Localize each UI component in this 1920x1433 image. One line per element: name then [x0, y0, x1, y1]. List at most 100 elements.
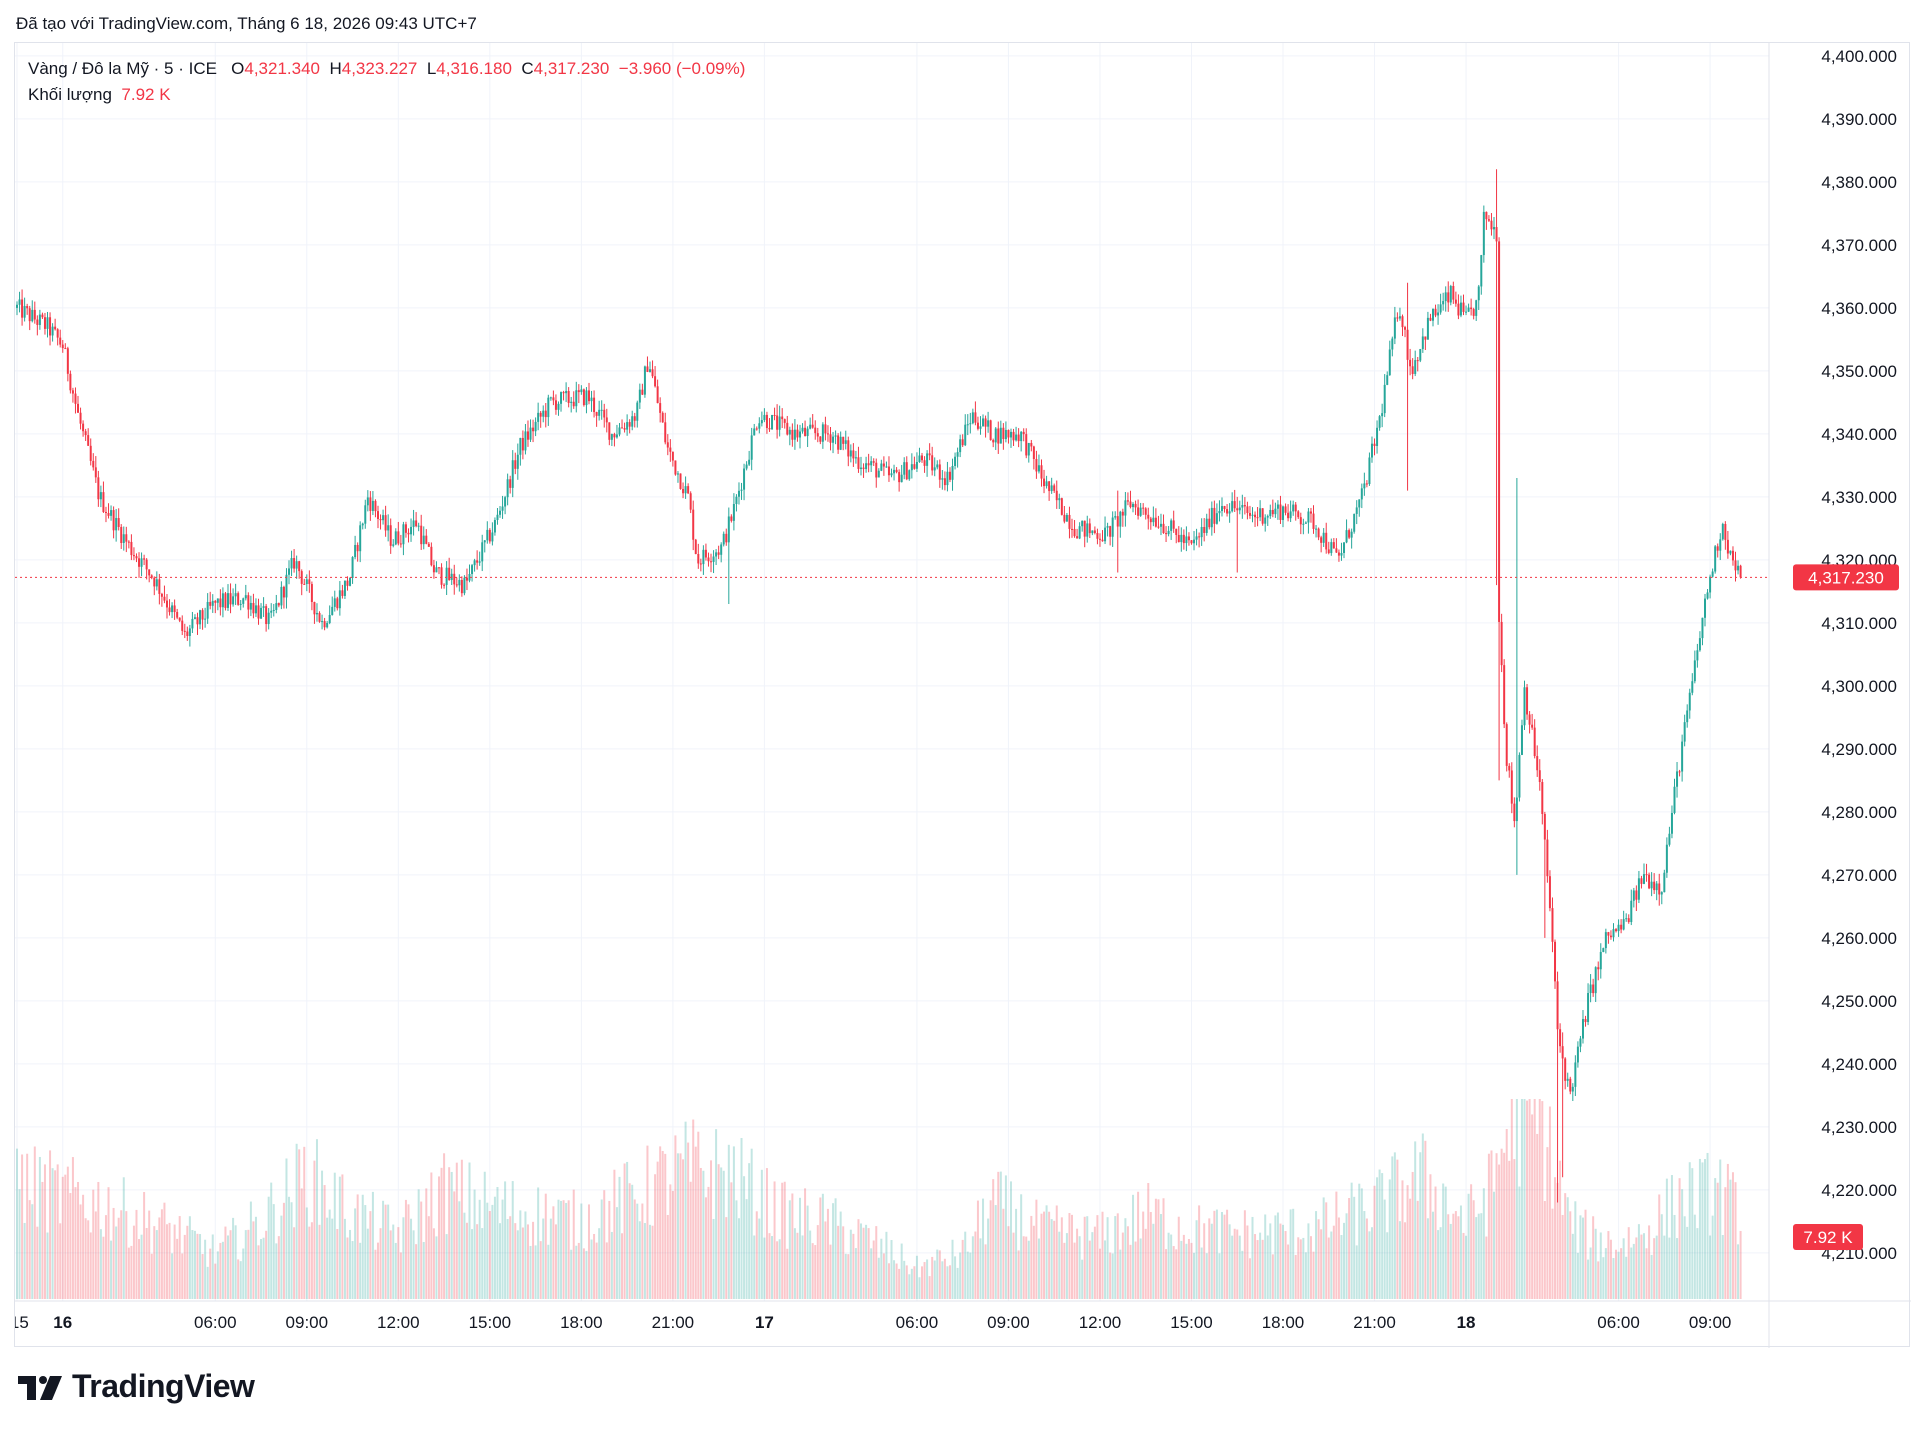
volume-bar: [1726, 1163, 1729, 1299]
volume-bar: [1396, 1159, 1399, 1299]
candle-body: [1376, 427, 1379, 447]
candle-body: [412, 520, 415, 527]
candle-body: [1185, 536, 1188, 544]
volume-bar: [702, 1170, 705, 1299]
volume-bar: [1393, 1152, 1396, 1299]
candle-body: [1599, 951, 1602, 970]
candle-body: [511, 460, 514, 488]
candle-body: [534, 421, 537, 432]
last-price-badge[interactable]: [1793, 564, 1899, 591]
candle-body: [1350, 531, 1353, 538]
candle-body: [1716, 546, 1719, 551]
candle-body: [463, 577, 466, 594]
volume-bar: [1312, 1251, 1315, 1299]
candle-body: [1617, 924, 1620, 932]
candle-body: [509, 479, 512, 488]
volume-bar: [743, 1176, 746, 1299]
candlestick-chart[interactable]: 4,400.000 4,390.000 4,380.000 4,370.000 4,36…: [15, 43, 1911, 1348]
candle-body: [954, 456, 957, 467]
volume-bar: [351, 1241, 354, 1299]
volume-bar: [1640, 1234, 1643, 1299]
volume-bar: [1337, 1217, 1340, 1299]
volume-bar: [565, 1202, 568, 1299]
candle-body: [254, 605, 257, 614]
candle-body: [1358, 499, 1361, 508]
volume-bar: [138, 1239, 141, 1299]
volume-bar: [1058, 1231, 1061, 1299]
volume-bar: [493, 1196, 496, 1299]
candle-body: [743, 468, 746, 490]
candle-body: [1457, 303, 1460, 316]
volume-bar: [921, 1266, 924, 1299]
candle-body: [1264, 517, 1267, 524]
volume-badge[interactable]: [1793, 1224, 1863, 1250]
tradingview-logo[interactable]: TradingView: [16, 1368, 255, 1405]
candle-body: [964, 424, 967, 446]
volume-bar: [1093, 1226, 1096, 1299]
volume-bar: [590, 1239, 593, 1299]
volume-bar: [849, 1229, 852, 1299]
candle-body: [992, 439, 995, 443]
candle-body: [593, 397, 596, 413]
candle-body: [516, 454, 519, 469]
candle-body: [1317, 528, 1320, 538]
price-tick-label: 4,310.000: [1821, 614, 1897, 633]
candle-body: [140, 558, 143, 567]
volume-bar: [679, 1153, 682, 1299]
volume-bar: [1442, 1183, 1445, 1299]
candle-body: [199, 610, 202, 625]
candle-body: [303, 583, 306, 585]
volume-bar: [1162, 1198, 1165, 1299]
volume-bar: [402, 1217, 405, 1299]
candle-body: [887, 466, 890, 476]
candle-body: [717, 552, 720, 555]
candle-body: [318, 612, 321, 622]
candle-body: [366, 497, 369, 506]
volume-bar: [938, 1250, 941, 1299]
volume-bar: [155, 1230, 158, 1299]
volume-bar: [249, 1201, 252, 1299]
candle-body: [1332, 542, 1335, 549]
volume-bar: [1167, 1232, 1170, 1299]
candle-body: [471, 565, 474, 575]
candle-body: [1114, 516, 1117, 518]
candle-body: [204, 618, 207, 620]
volume-bar: [542, 1218, 545, 1299]
volume-bar: [941, 1261, 944, 1299]
candle-body: [844, 440, 847, 444]
volume-bar: [1210, 1223, 1213, 1299]
candle-body: [1343, 542, 1346, 553]
volume-bar: [697, 1131, 700, 1299]
candle-body: [1673, 786, 1676, 813]
volume-bar: [717, 1164, 720, 1299]
volume-bar: [300, 1188, 303, 1299]
change-value: −3.960 (−0.09%): [618, 59, 746, 78]
volume-bar: [1635, 1237, 1638, 1299]
candle-body: [1198, 536, 1201, 538]
candle-body: [1391, 338, 1394, 350]
candle-body: [1233, 501, 1236, 509]
candle-body: [481, 542, 484, 562]
candle-body: [51, 326, 54, 336]
candle-body: [1622, 919, 1625, 930]
volume-bar: [1541, 1101, 1544, 1299]
volume-bar: [1526, 1100, 1529, 1299]
candle-body: [704, 549, 707, 558]
volume-bar: [112, 1207, 115, 1299]
symbol-label[interactable]: Vàng / Đô la Mỹ · 5 · ICE: [28, 59, 217, 78]
volume-bar: [69, 1193, 72, 1299]
volume-label[interactable]: Khối lượng: [28, 85, 112, 104]
candle-body: [1447, 292, 1450, 303]
last-price-label: 4,317.230: [1808, 568, 1884, 587]
chart-panel[interactable]: 4,400.000 4,390.000 4,380.000 4,370.000 4,36…: [14, 42, 1911, 1348]
candle-body: [918, 455, 921, 462]
volume-bar: [1307, 1223, 1310, 1299]
candle-body: [582, 389, 585, 406]
volume-bar: [1632, 1243, 1635, 1299]
volume-bar: [1505, 1129, 1508, 1299]
volume-badge-label: 7.92 K: [1803, 1228, 1853, 1247]
candle-body: [745, 464, 748, 469]
volume-bar: [801, 1235, 804, 1299]
volume-bar: [219, 1242, 222, 1299]
tradingview-logo-icon: [18, 1375, 62, 1400]
